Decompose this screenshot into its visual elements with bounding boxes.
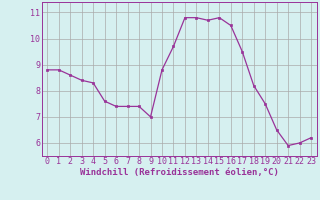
X-axis label: Windchill (Refroidissement éolien,°C): Windchill (Refroidissement éolien,°C) bbox=[80, 168, 279, 177]
